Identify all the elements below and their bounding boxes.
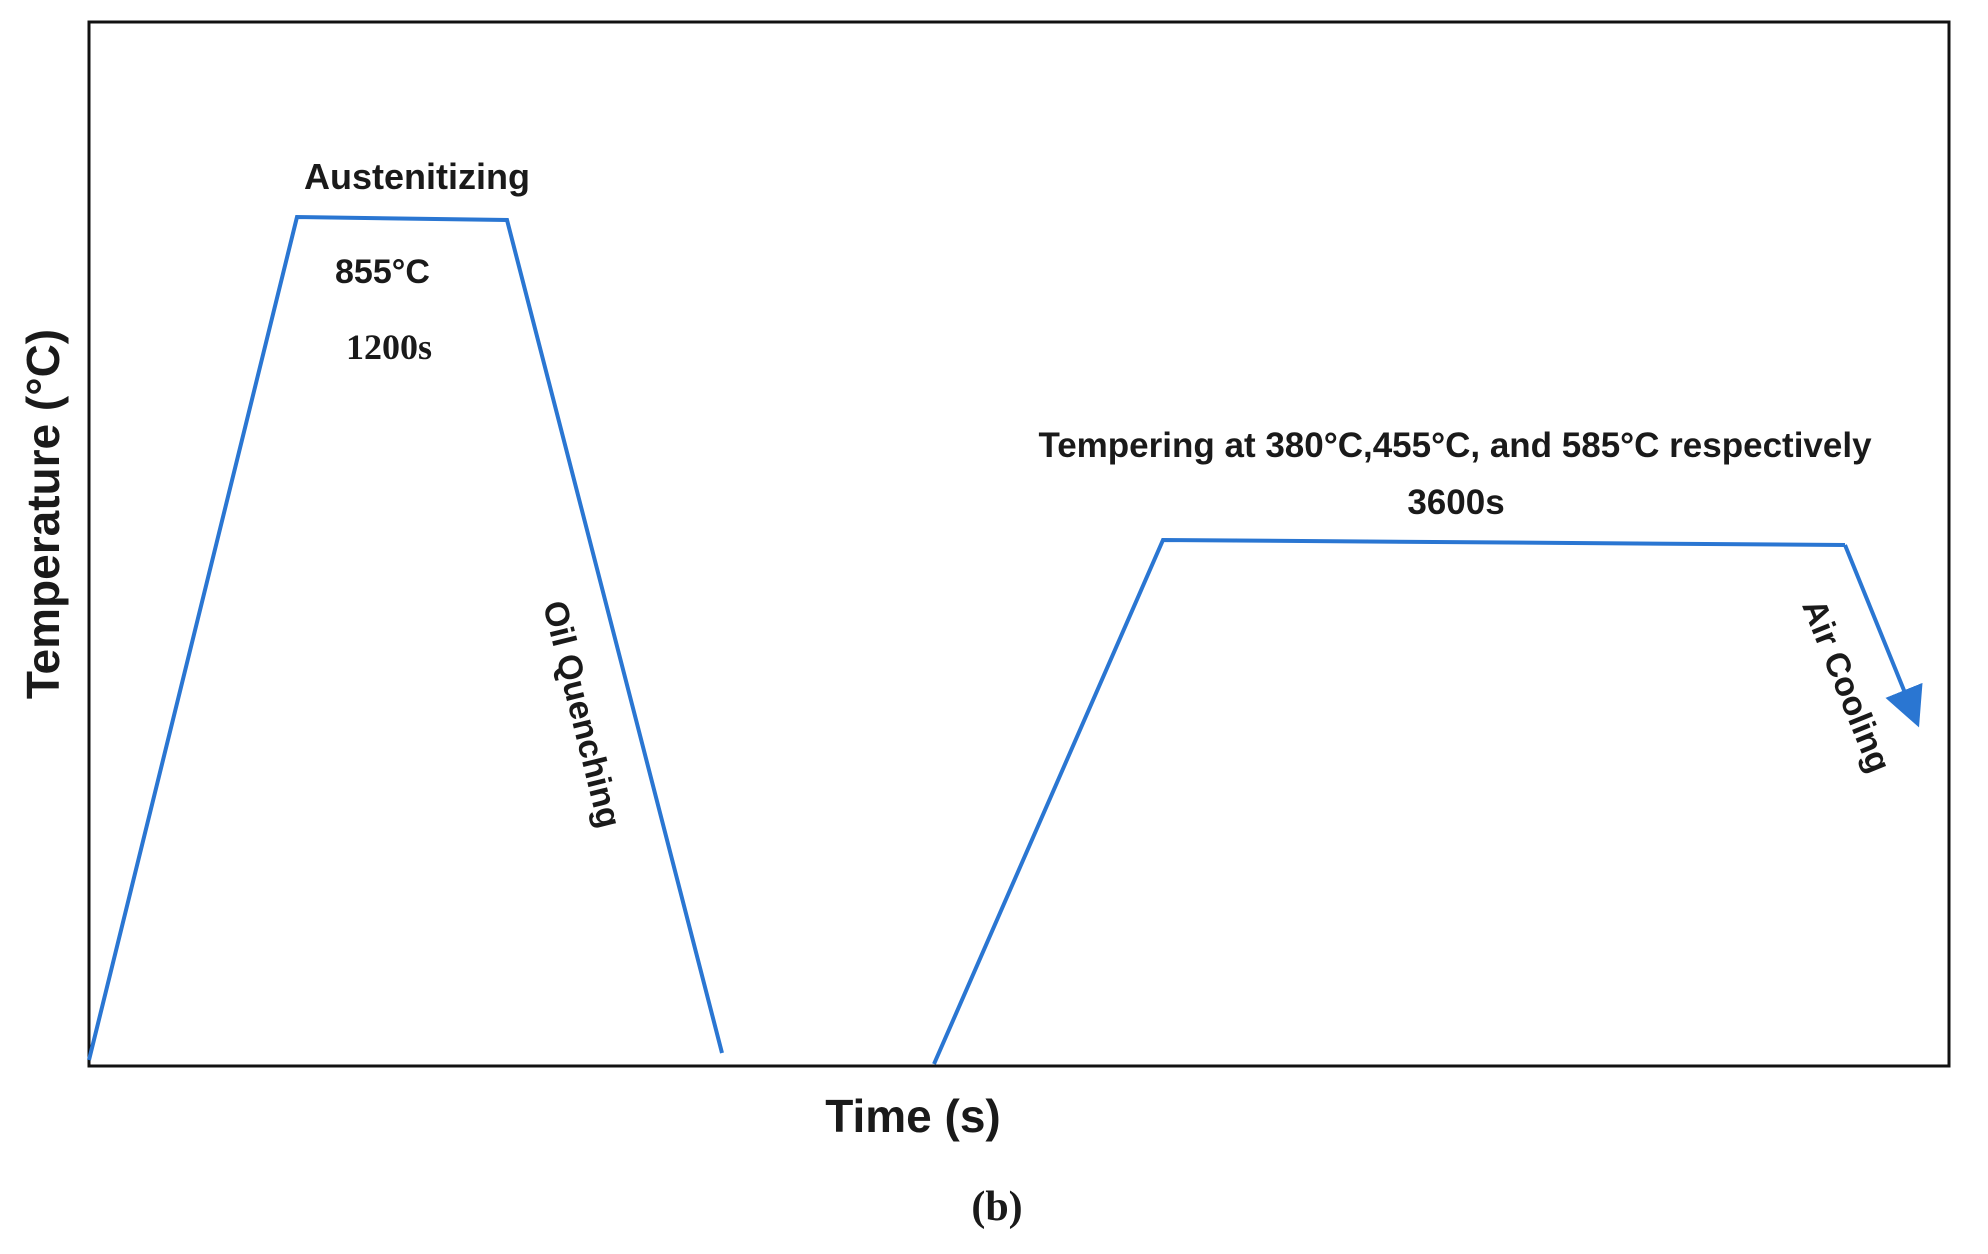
tempering-cycle-curve bbox=[932, 537, 1846, 1065]
plot-frame bbox=[87, 20, 1951, 1068]
air-cooling-arrow bbox=[1843, 544, 1923, 728]
austenitizing-label: Austenitizing bbox=[304, 156, 530, 197]
tempering-duration: 3600s bbox=[1407, 483, 1504, 522]
tempering-label: Tempering at 380°C,455°C, and 585°C resp… bbox=[1038, 426, 1872, 465]
austenitizing-duration: 1200s bbox=[346, 327, 432, 367]
y-axis-label: Temperature (°C) bbox=[17, 329, 69, 699]
air-cooling-label: Air Cooling bbox=[1794, 594, 1898, 778]
austenitizing-temperature: 855°C bbox=[335, 253, 430, 291]
panel-label: (b) bbox=[971, 1184, 1022, 1230]
x-axis-label: Time (s) bbox=[825, 1090, 1001, 1142]
austenitizing-cycle-curve bbox=[87, 214, 724, 1061]
